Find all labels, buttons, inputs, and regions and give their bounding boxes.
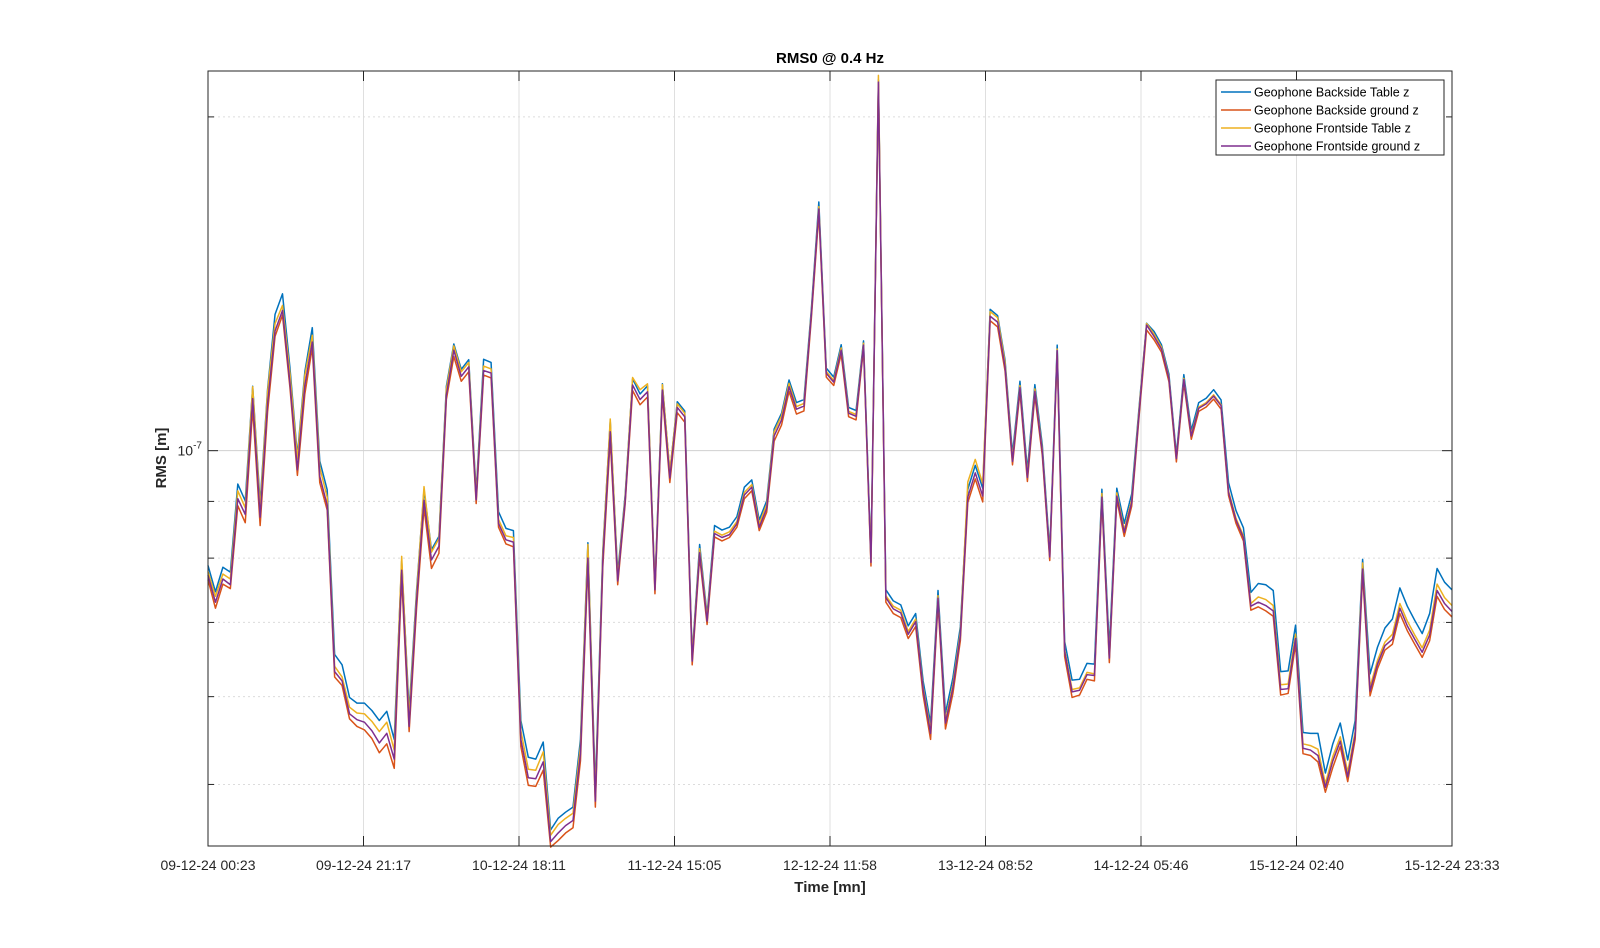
series-line-4 [207,81,1453,843]
legend-label: Geophone Frontside ground z [1254,140,1420,154]
y-tick-labels: 10-7 [178,441,203,459]
x-tick-label: 12-12-24 11:58 [783,857,877,873]
x-tick-labels: 09-12-24 00:23 09-12-24 21:17 10-12-24 18:… [161,857,1500,873]
x-tick-label: 09-12-24 21:17 [316,857,411,873]
x-axis-label: Time [mn] [794,879,865,896]
x-tick-label: 15-12-24 23:33 [1405,857,1500,873]
legend-box [1215,79,1445,156]
legend-entries: Geophone Backside Table z Geophone Backsi… [1221,86,1420,154]
y-axis-label: RMS [m] [153,428,170,489]
legend-label: Geophone Backside ground z [1254,104,1419,118]
x-tick-label: 15-12-24 02:40 [1249,857,1344,873]
series-lines [207,74,1453,848]
x-tick-label: 11-12-24 15:05 [628,857,722,873]
legend-label: Geophone Frontside Table z [1254,122,1411,136]
axis-ticks [207,71,1453,846]
x-tick-label: 14-12-24 05:46 [1094,857,1189,873]
x-tick-label: 09-12-24 00:23 [161,857,256,873]
chart-title: RMS0 @ 0.4 Hz [776,50,884,67]
grid-lines [208,71,1452,846]
legend: Geophone Backside Table z Geophone Backsi… [1215,79,1445,156]
x-tick-label: 10-12-24 18:11 [472,857,566,873]
legend-label: Geophone Backside Table z [1254,86,1409,100]
y-tick-label: 10-7 [178,441,203,459]
x-tick-label: 13-12-24 08:52 [938,857,1033,873]
